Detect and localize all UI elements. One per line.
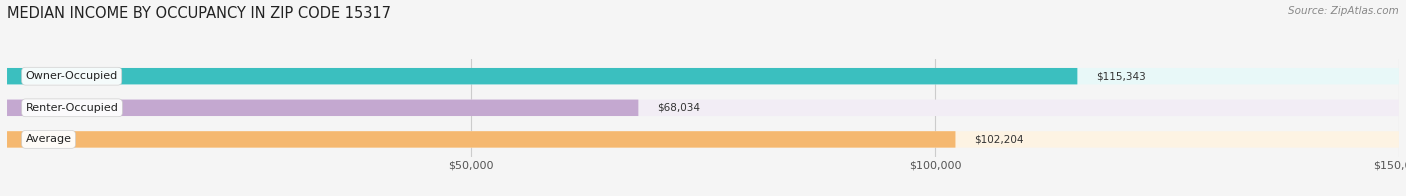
FancyBboxPatch shape xyxy=(7,131,956,148)
Text: $102,204: $102,204 xyxy=(974,134,1024,144)
Text: MEDIAN INCOME BY OCCUPANCY IN ZIP CODE 15317: MEDIAN INCOME BY OCCUPANCY IN ZIP CODE 1… xyxy=(7,6,391,21)
FancyBboxPatch shape xyxy=(7,100,638,116)
FancyBboxPatch shape xyxy=(7,131,1399,148)
Text: Owner-Occupied: Owner-Occupied xyxy=(25,71,118,81)
FancyBboxPatch shape xyxy=(7,68,1077,84)
FancyBboxPatch shape xyxy=(7,68,1399,84)
Text: $68,034: $68,034 xyxy=(657,103,700,113)
Text: Source: ZipAtlas.com: Source: ZipAtlas.com xyxy=(1288,6,1399,16)
FancyBboxPatch shape xyxy=(7,100,1399,116)
Text: Average: Average xyxy=(25,134,72,144)
Text: $115,343: $115,343 xyxy=(1095,71,1146,81)
Text: Renter-Occupied: Renter-Occupied xyxy=(25,103,118,113)
